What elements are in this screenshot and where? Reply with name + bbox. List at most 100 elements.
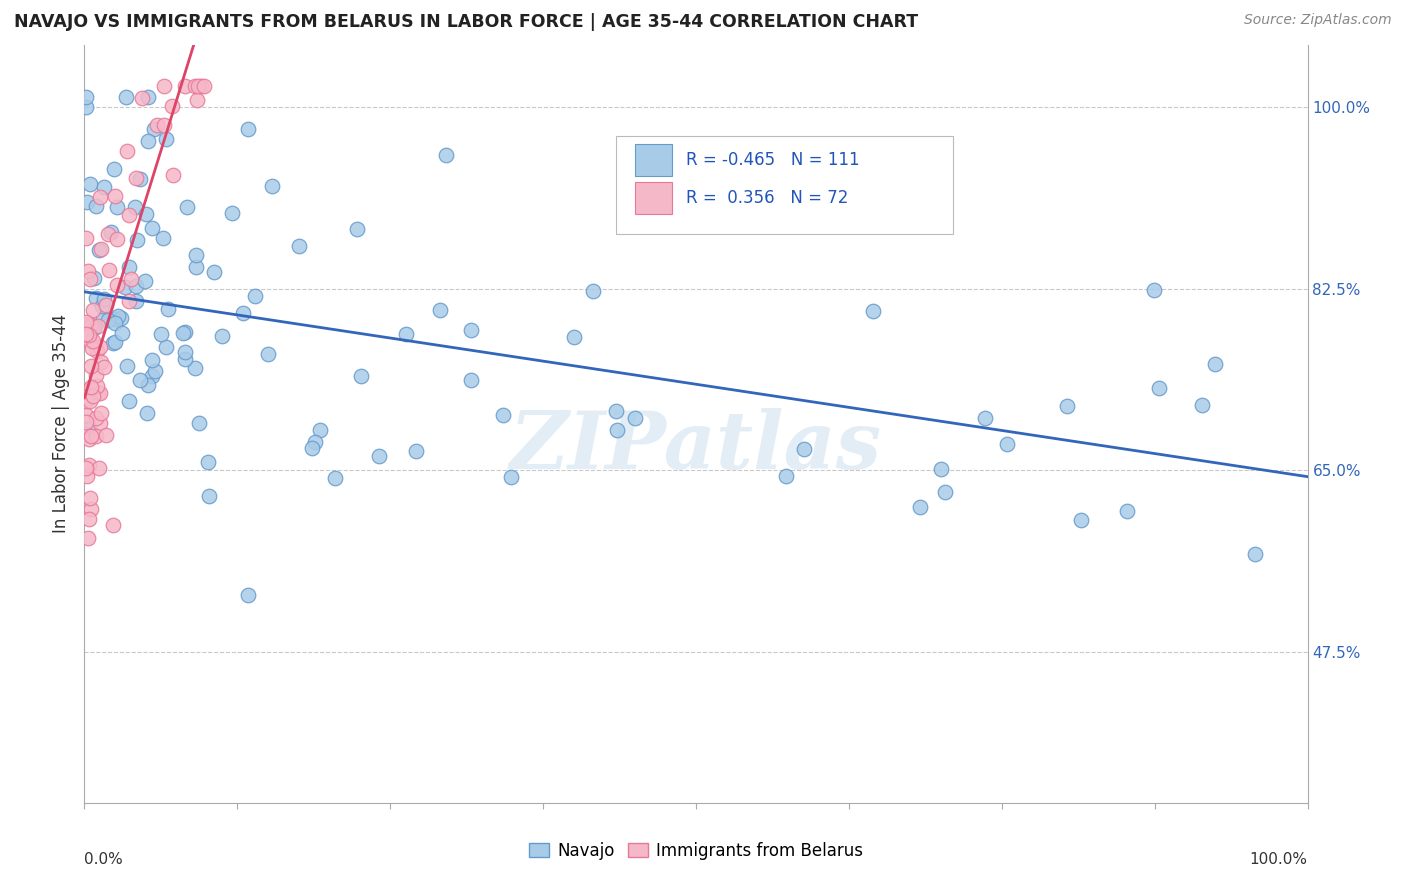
- Point: [89, 386, 111, 401]
- Point: [775, 468, 797, 483]
- Point: [908, 500, 931, 515]
- Point: [1204, 358, 1226, 372]
- Text: R = -0.465   N = 111: R = -0.465 N = 111: [686, 151, 860, 169]
- Point: [582, 284, 605, 298]
- Point: [605, 404, 627, 418]
- Point: [111, 326, 134, 341]
- Point: [107, 309, 129, 323]
- Point: [89, 416, 111, 430]
- Point: [934, 484, 956, 499]
- Point: [80, 379, 103, 393]
- Point: [136, 134, 159, 148]
- Point: [97, 227, 120, 241]
- Point: [104, 334, 127, 349]
- Point: [82, 334, 104, 348]
- Point: [93, 360, 115, 375]
- Point: [190, 79, 212, 94]
- Point: [80, 429, 103, 443]
- Point: [125, 294, 148, 309]
- Point: [138, 378, 160, 392]
- Point: [172, 326, 194, 340]
- Text: Source: ZipAtlas.com: Source: ZipAtlas.com: [1244, 13, 1392, 28]
- Point: [862, 303, 884, 318]
- Point: [79, 382, 101, 396]
- Point: [79, 272, 101, 286]
- Point: [492, 408, 515, 422]
- Point: [288, 239, 311, 253]
- Point: [77, 317, 100, 331]
- Point: [104, 316, 127, 330]
- Point: [1143, 283, 1166, 297]
- Point: [460, 373, 482, 387]
- Point: [134, 274, 156, 288]
- Point: [193, 79, 215, 94]
- Point: [128, 171, 150, 186]
- Point: [1244, 547, 1267, 561]
- Point: [89, 340, 111, 354]
- Point: [90, 355, 112, 369]
- Point: [173, 351, 195, 366]
- Point: [155, 340, 177, 354]
- Point: [97, 262, 120, 277]
- Point: [84, 429, 107, 443]
- Point: [82, 389, 104, 403]
- Point: [100, 225, 122, 239]
- Point: [87, 461, 110, 475]
- Point: [75, 315, 97, 329]
- Point: [79, 359, 101, 373]
- Point: [243, 289, 266, 303]
- Point: [75, 415, 97, 429]
- Point: [75, 427, 97, 442]
- Point: [86, 379, 108, 393]
- Point: [83, 321, 105, 335]
- Point: [118, 394, 141, 409]
- Point: [1056, 399, 1078, 413]
- Point: [309, 423, 332, 437]
- Point: [136, 406, 159, 420]
- Point: [186, 248, 208, 262]
- Point: [80, 341, 103, 355]
- Point: [125, 233, 148, 247]
- Point: [77, 458, 100, 472]
- Point: [186, 93, 208, 107]
- Point: [76, 531, 98, 545]
- Point: [125, 170, 148, 185]
- Point: [114, 89, 136, 103]
- Point: [346, 221, 368, 235]
- Point: [114, 280, 136, 294]
- Point: [83, 319, 105, 334]
- Point: [395, 327, 418, 342]
- Point: [79, 422, 101, 436]
- Point: [211, 329, 233, 343]
- Point: [91, 311, 114, 326]
- Point: [84, 368, 107, 382]
- Point: [84, 291, 107, 305]
- Point: [77, 432, 100, 446]
- Point: [606, 423, 628, 437]
- Legend: Navajo, Immigrants from Belarus: Navajo, Immigrants from Belarus: [522, 835, 870, 866]
- Bar: [636, 144, 672, 176]
- Point: [75, 326, 97, 341]
- Point: [1070, 513, 1092, 527]
- Point: [1147, 381, 1170, 395]
- Point: [236, 122, 259, 136]
- Point: [624, 411, 647, 425]
- Point: [124, 200, 146, 214]
- Point: [221, 206, 243, 220]
- Point: [105, 278, 128, 293]
- Point: [236, 588, 259, 602]
- Point: [260, 178, 283, 193]
- Point: [110, 311, 132, 326]
- Point: [173, 344, 195, 359]
- Point: [176, 200, 198, 214]
- Point: [973, 411, 995, 425]
- Point: [87, 243, 110, 257]
- Point: [103, 162, 125, 177]
- Point: [118, 208, 141, 222]
- Point: [141, 220, 163, 235]
- Point: [187, 79, 209, 94]
- Point: [152, 118, 174, 132]
- Point: [79, 177, 101, 191]
- Point: [118, 293, 141, 308]
- Text: R =  0.356   N = 72: R = 0.356 N = 72: [686, 189, 849, 207]
